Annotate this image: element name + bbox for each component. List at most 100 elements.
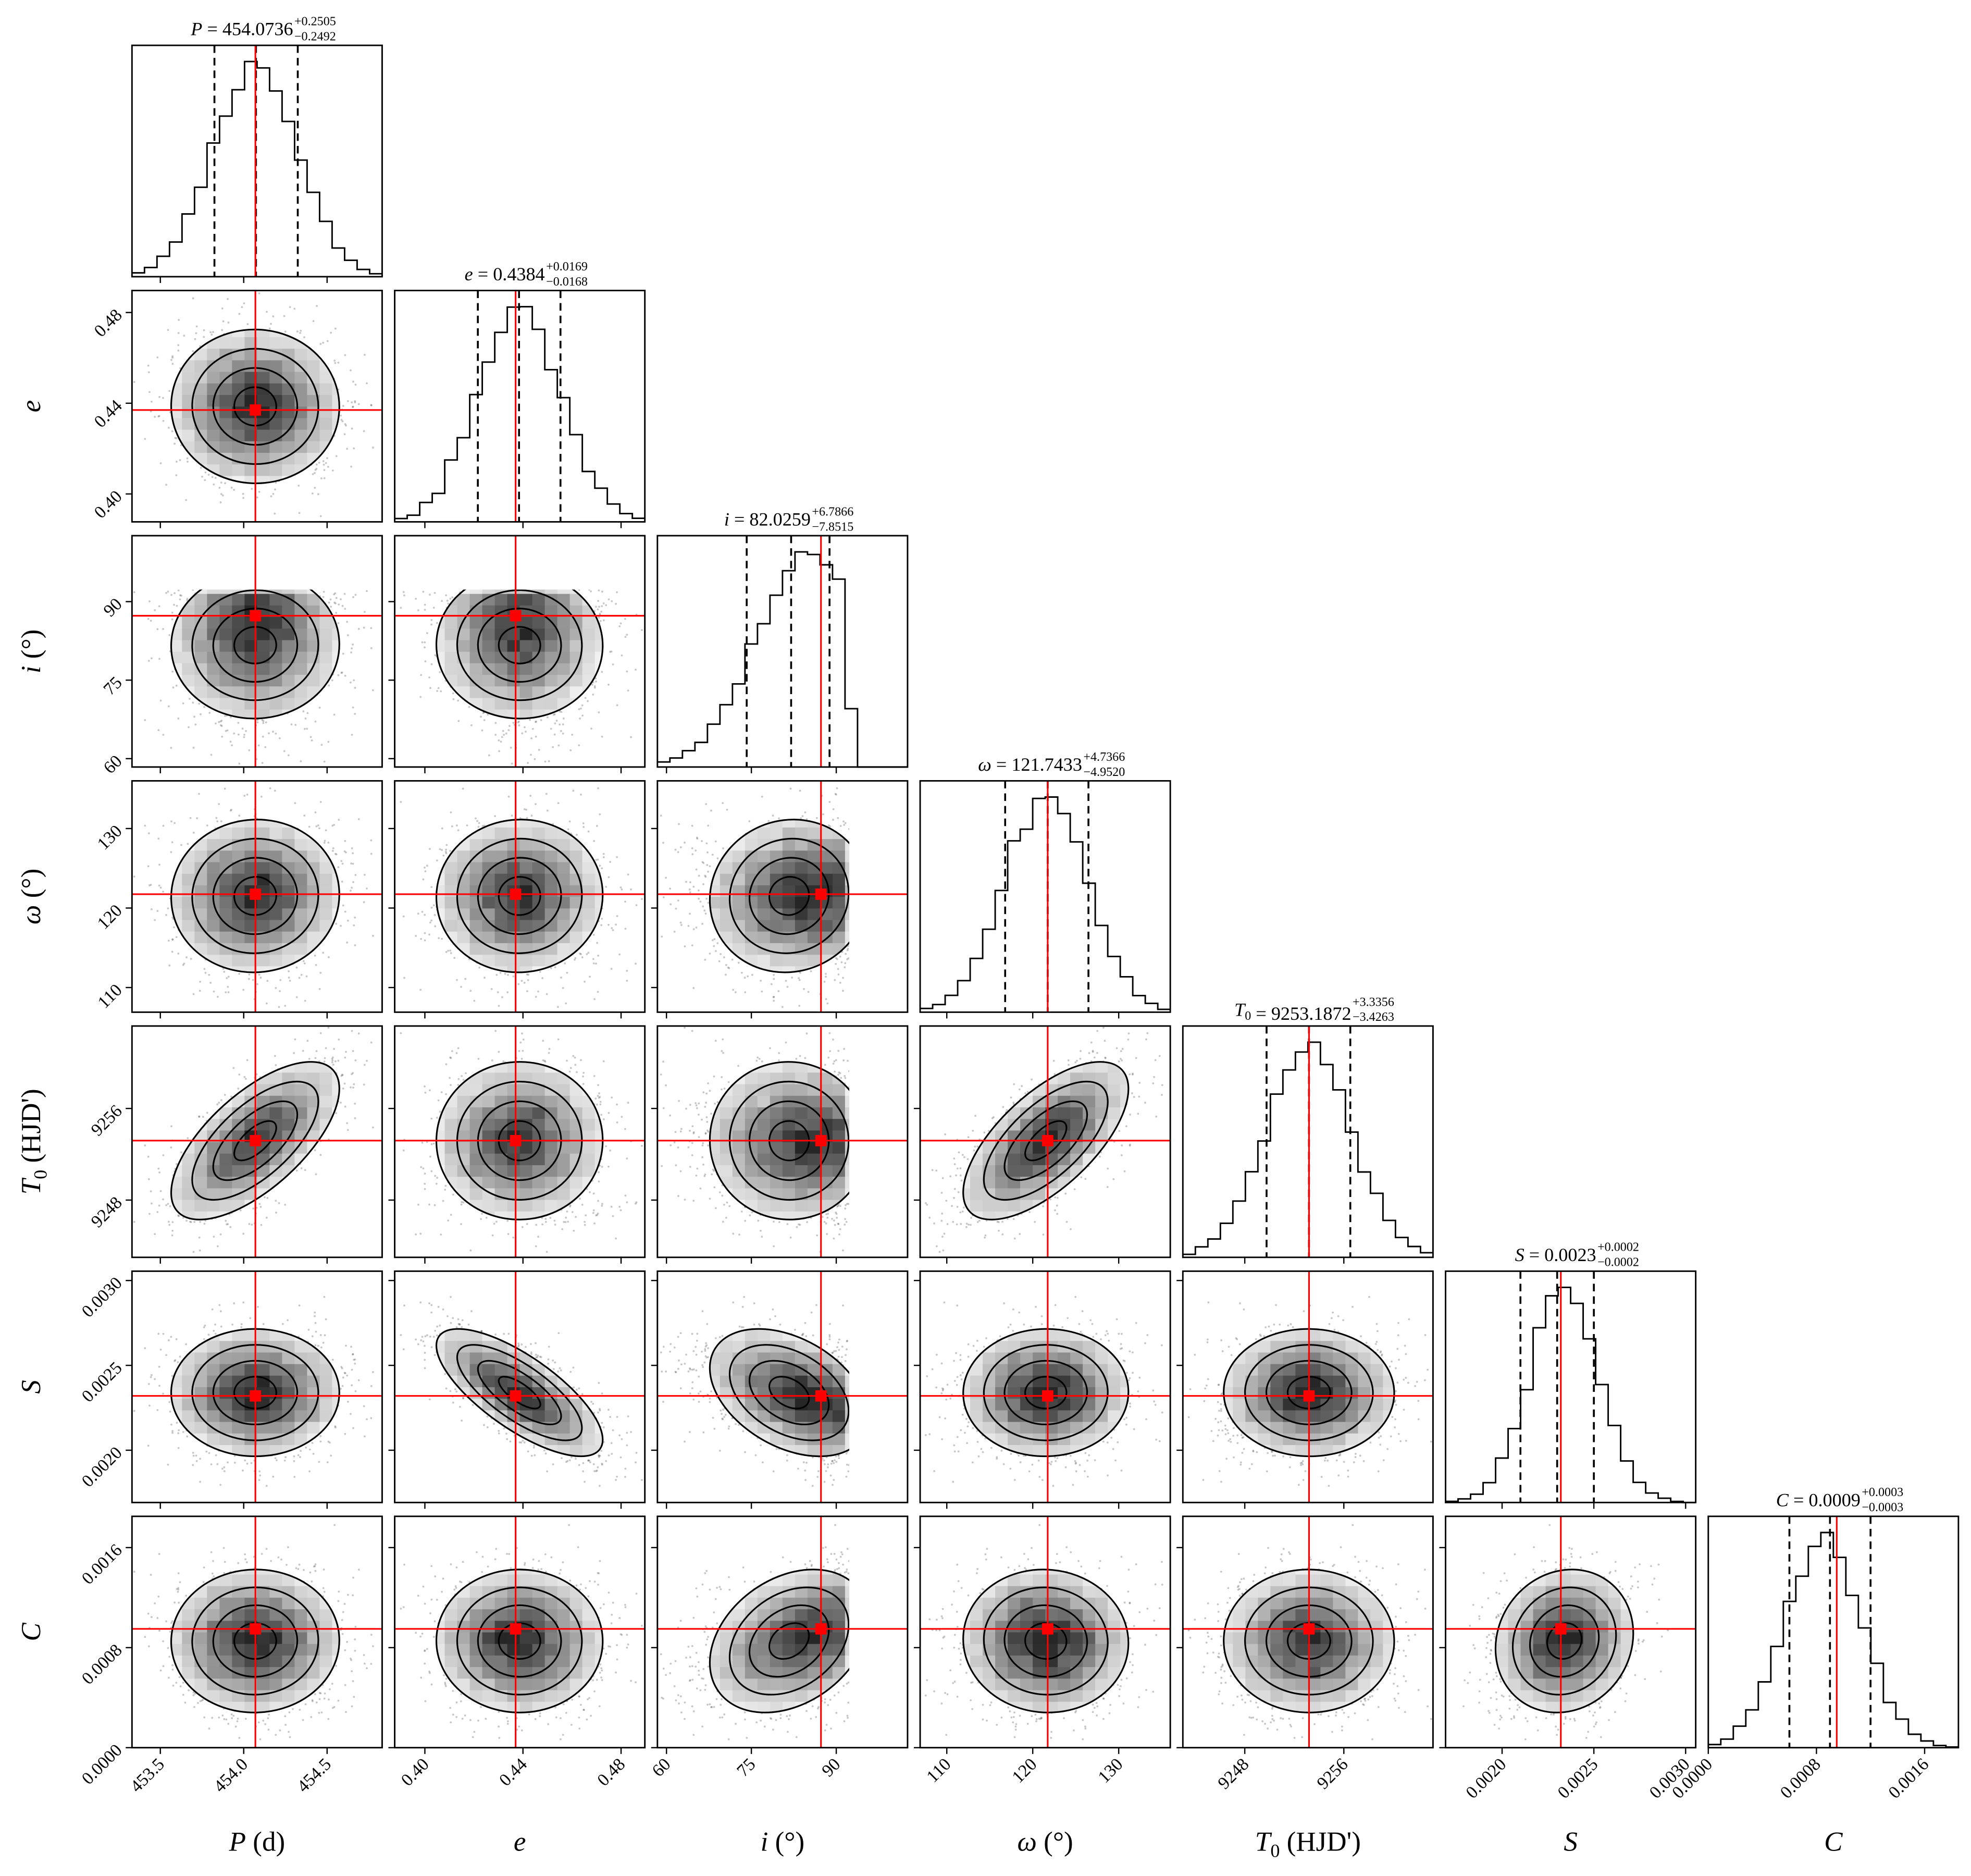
density-bin (582, 639, 596, 652)
sample-point (370, 404, 373, 406)
density-bin (344, 406, 357, 418)
sample-point (262, 735, 264, 738)
sample-point (595, 680, 597, 683)
density-bin (219, 371, 233, 384)
sample-point (147, 660, 150, 662)
density-bin (257, 709, 270, 721)
density-bin (294, 371, 308, 384)
density-bin (507, 593, 520, 606)
sample-point (327, 740, 330, 743)
sample-point (352, 643, 354, 646)
sample-point (133, 591, 135, 594)
sample-point (608, 598, 610, 601)
sample-point (261, 762, 264, 764)
sample-point (278, 737, 281, 739)
density-bin (608, 651, 621, 663)
sample-point (158, 415, 160, 417)
sample-point (562, 732, 564, 735)
sample-point (353, 447, 355, 450)
sample-point (192, 350, 194, 352)
sample-point (601, 735, 603, 738)
density-bin (482, 651, 495, 663)
sample-point (314, 720, 317, 723)
sample-point (275, 482, 277, 484)
density-bin (519, 628, 533, 640)
sample-point (156, 356, 159, 359)
density-bin (257, 314, 270, 326)
density-bin (182, 709, 195, 721)
density-bin (319, 337, 333, 349)
sample-point (183, 335, 185, 337)
density-bin (257, 464, 270, 476)
sample-point (326, 457, 328, 460)
sample-point (555, 720, 558, 722)
density-bin (219, 417, 233, 430)
sample-point (271, 731, 274, 733)
density-bin (469, 593, 483, 606)
sample-point (162, 734, 165, 736)
density-bin (557, 686, 571, 698)
sample-point (562, 717, 565, 720)
density-bin (182, 371, 195, 384)
sample-point (648, 604, 650, 606)
sample-point (419, 696, 422, 698)
sample-point (326, 340, 329, 342)
sample-point (312, 320, 315, 323)
sample-point (264, 746, 267, 748)
density-bin (294, 360, 308, 372)
sample-point (344, 674, 346, 677)
sample-point (274, 488, 276, 491)
sample-point (200, 713, 202, 715)
sample-point (534, 758, 536, 760)
title-lower-error: −0.0168 (546, 275, 588, 289)
density-bin (232, 383, 245, 395)
sample-point (300, 760, 302, 762)
histogram-panel-i: i = 82.0259 +6.7866−7.8515 (656, 505, 909, 773)
sample-point (192, 297, 194, 300)
sample-point (338, 603, 340, 606)
density-bin (420, 594, 433, 606)
sample-point (352, 706, 354, 709)
sample-point (187, 460, 189, 463)
sample-point (468, 706, 470, 708)
sample-point (352, 596, 354, 598)
density-bin (244, 464, 258, 476)
sample-point (220, 482, 222, 484)
density-bin (219, 663, 233, 675)
sample-point (186, 599, 189, 601)
sample-point (481, 729, 484, 732)
density-bin (232, 464, 245, 476)
sample-point (498, 769, 500, 771)
sample-point (354, 401, 356, 404)
density-bin (194, 417, 208, 430)
sample-point (345, 424, 347, 427)
density-bin (244, 639, 258, 652)
sample-point (335, 597, 338, 599)
density-bin (219, 394, 233, 407)
sample-point (303, 336, 305, 339)
sample-point (219, 724, 222, 726)
density-bin (469, 639, 483, 652)
density-layer (133, 787, 374, 1008)
sample-point (220, 725, 223, 727)
density-bin (257, 371, 270, 384)
sample-point (370, 647, 373, 649)
sample-point (167, 426, 170, 429)
density-bin (282, 383, 295, 395)
density-bin (244, 429, 258, 441)
density-bin (307, 593, 320, 606)
sample-point (133, 381, 135, 383)
sample-point (210, 334, 213, 336)
sample-point (346, 400, 349, 402)
sample-point (354, 712, 356, 715)
density-bin (319, 589, 333, 594)
sample-point (507, 729, 510, 732)
density-bin (594, 674, 605, 687)
sample-point (171, 670, 174, 673)
sample-point (553, 713, 556, 715)
density-bin (168, 441, 170, 453)
density-bin (282, 663, 295, 675)
sample-point (538, 749, 540, 751)
sample-point (544, 760, 547, 763)
density-bin (207, 429, 220, 441)
